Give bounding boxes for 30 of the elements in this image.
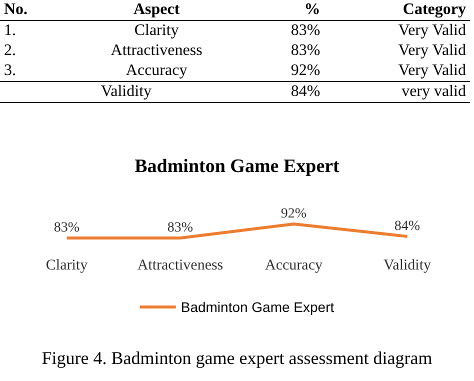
data-label: 83% bbox=[167, 220, 194, 236]
text: Aspect bbox=[60, 0, 252, 20]
text: Clarity bbox=[133, 21, 180, 41]
text: very valid bbox=[324, 82, 470, 102]
x-tick-label: Accuracy bbox=[265, 258, 323, 274]
text: 84% bbox=[252, 82, 324, 102]
data-label: 92% bbox=[280, 206, 307, 222]
text: Very Valid bbox=[397, 61, 467, 81]
text: No. bbox=[0, 0, 61, 20]
data-label: 84% bbox=[394, 218, 420, 234]
data-label: 83% bbox=[54, 220, 80, 236]
x-tick-label: Clarity bbox=[46, 258, 88, 274]
x-tick-label: Validity bbox=[384, 258, 432, 274]
text: 3. bbox=[3, 61, 17, 81]
x-tick-label: Attractiveness bbox=[137, 258, 224, 274]
text: Validity bbox=[0, 82, 252, 102]
chart-title: Badminton Game Expert bbox=[134, 156, 340, 177]
text: 92% bbox=[290, 61, 322, 81]
text: Very Valid bbox=[397, 41, 467, 61]
text: Very Valid bbox=[397, 21, 467, 41]
text: 1. bbox=[3, 21, 17, 41]
text: 83% bbox=[290, 41, 322, 61]
caption: Figure 4. Badminton game expert assessment diagram bbox=[42, 348, 432, 368]
legend-label: Badminton Game Expert bbox=[180, 299, 334, 315]
text: % bbox=[252, 0, 324, 20]
text: 83% bbox=[290, 21, 322, 41]
text: 2. bbox=[3, 41, 17, 61]
text: Accuracy bbox=[124, 61, 188, 81]
text: Attractiveness bbox=[110, 41, 204, 61]
text: Category bbox=[324, 0, 470, 20]
